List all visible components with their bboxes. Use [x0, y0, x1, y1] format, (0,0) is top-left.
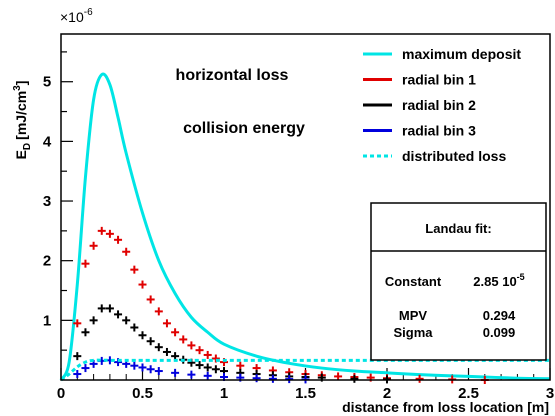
series-radial-bin-2-point: [105, 304, 114, 313]
x-axis-title: distance from loss location [m]: [342, 399, 549, 415]
fit-param-label: Constant: [385, 274, 442, 289]
series-radial-bin-1-point: [154, 307, 163, 316]
series-radial-bin-1-point: [81, 259, 90, 268]
legend-label: radial bin 1: [402, 72, 476, 88]
legend: maximum deposit radial bin 1 radial bin 2 r…: [363, 46, 521, 164]
x-tick-label: 2: [383, 385, 391, 402]
legend-label: maximum deposit: [402, 46, 521, 62]
fit-title: Landau fit:: [425, 221, 491, 236]
series-radial-bin-1-point: [138, 280, 147, 289]
series-radial-bin-2-point: [122, 316, 131, 325]
series-radial-bin-1-point: [122, 247, 131, 256]
series-radial-bin-3-point: [154, 367, 163, 376]
y-tick-label: 1: [43, 312, 51, 329]
series-radial-bin-1-point: [146, 295, 155, 304]
series-radial-bin-1-point: [415, 374, 424, 383]
series-distributed-loss-line: [60, 358, 550, 382]
y-multiplier: ×10-6: [60, 7, 93, 25]
series-radial-bin-1-point: [162, 319, 171, 328]
series-radial-bin-2-point: [89, 316, 98, 325]
series-radial-bin-1-point: [334, 372, 343, 381]
series-radial-bin-1-point: [179, 335, 188, 344]
series-layer: [59, 72, 551, 384]
series-radial-bin-1-point: [203, 350, 212, 359]
series-maximum-deposit-line: [59, 72, 551, 381]
series-radial-bin-3-point: [187, 370, 196, 379]
series-radial-bin-3-point: [73, 370, 82, 379]
series-radial-bin-2-point: [97, 304, 106, 313]
series-radial-bin-1-point: [171, 328, 180, 337]
legend-label: distributed loss: [402, 148, 506, 164]
series-radial-bin-2-point: [203, 363, 212, 372]
y-tick-label: 2: [43, 253, 51, 270]
fit-param-label: Sigma: [393, 325, 433, 340]
series-radial-bin-2-point: [114, 310, 123, 319]
x-tick-label: 1.5: [295, 385, 316, 402]
series-radial-bin-2-point: [171, 352, 180, 361]
fit-param-label: MPV: [399, 308, 428, 323]
fit-param-value: 0.099: [483, 325, 516, 340]
series-radial-bin-1-point: [130, 265, 139, 274]
series-radial-bin-2-point: [154, 343, 163, 352]
legend-label: radial bin 3: [402, 123, 476, 139]
y-tick-label: 3: [43, 193, 51, 210]
x-tick-label: 0: [57, 385, 65, 402]
x-tick-label: 1: [220, 385, 228, 402]
series-radial-bin-3-point: [138, 363, 147, 372]
series-radial-bin-3-point: [252, 374, 261, 383]
series-radial-bin-2-point: [146, 337, 155, 346]
series-radial-bin-3-point: [203, 371, 212, 380]
fit-param-value: 2.85 10-5: [473, 272, 524, 289]
series-radial-bin-2-point: [350, 374, 359, 383]
series-radial-bin-3-point: [81, 364, 90, 373]
series-radial-bin-2-point: [162, 347, 171, 356]
landau-fit-box: Landau fit: Constant 2.85 10-5 MPV 0.294 Sigm…: [370, 202, 547, 361]
series-radial-bin-1-point: [114, 235, 123, 244]
annotation-collision-energy: collision energy: [183, 120, 305, 137]
fit-box-frame: [370, 202, 547, 361]
series-radial-bin-2-point: [130, 323, 139, 332]
series-radial-bin-1-point: [97, 226, 106, 235]
series-radial-bin-1-point: [187, 341, 196, 350]
x-tick-label: 3: [546, 385, 554, 402]
legend-label: radial bin 2: [402, 97, 476, 113]
series-radial-bin-1-point: [89, 241, 98, 250]
series-radial-bin-3-point: [130, 361, 139, 370]
series-radial-bin-1-point: [195, 346, 204, 355]
annotation-horizontal-loss: horizontal loss: [176, 67, 289, 84]
series-radial-bin-1-point: [73, 319, 82, 328]
y-tick-label: 5: [43, 74, 51, 91]
plot-frame: [60, 33, 551, 381]
series-radial-bin-1-point: [211, 354, 220, 363]
y-axis-title: ED[mJ/cm3]: [12, 81, 33, 160]
series-radial-bin-1-point: [105, 229, 114, 238]
y-tick-label: 4: [43, 133, 52, 150]
series-radial-bin-1-point: [236, 361, 245, 370]
series-radial-bin-2-point: [211, 365, 220, 374]
y-ticks: 1 2 3 4 5: [43, 51, 73, 351]
fit-param-value: 0.294: [483, 308, 516, 323]
series-radial-bin-3-point: [285, 375, 294, 384]
series-radial-bin-2-point: [73, 352, 82, 361]
series-radial-bin-3-point: [171, 368, 180, 377]
series-radial-bin-3-point: [146, 365, 155, 374]
series-radial-bin-3-point: [268, 374, 277, 383]
x-tick-label: 2.5: [458, 385, 479, 402]
x-tick-label: 0.5: [132, 385, 153, 402]
series-radial-bin-2-point: [81, 328, 90, 337]
series-radial-bin-2-point: [195, 361, 204, 370]
series-radial-bin-2-point: [138, 331, 147, 340]
